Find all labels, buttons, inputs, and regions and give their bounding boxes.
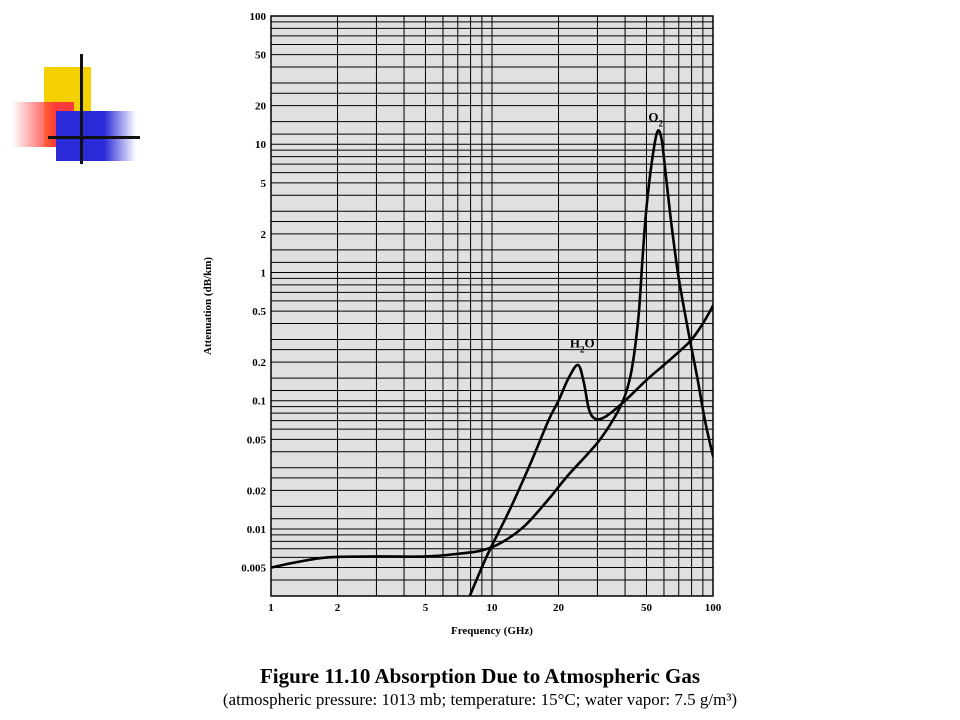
y-tick-label: 10 <box>255 139 267 151</box>
y-tick-label: 50 <box>255 50 267 62</box>
x-axis-label: Frequency (GHz) <box>451 625 533 637</box>
series-label-h2o: H2O <box>570 335 595 354</box>
decor-vertical-line <box>80 54 83 164</box>
y-tick-label: 0.01 <box>247 524 266 536</box>
x-tick-label: 100 <box>705 602 722 614</box>
x-tick-label: 5 <box>423 602 429 614</box>
y-axis-label: Attenuation (dB/km) <box>202 257 214 355</box>
decor-horizontal-line <box>48 136 140 139</box>
x-tick-label: 20 <box>553 602 565 614</box>
x-tick-label: 50 <box>641 602 653 614</box>
series-line-h2o <box>468 304 713 596</box>
y-tick-label: 0.1 <box>252 396 266 408</box>
attenuation-chart: 1 2 5 10 20 50 100 0.005 0.01 0.02 0.05 0.1 0.2 0.5 1… <box>202 11 722 637</box>
series-group <box>271 129 713 596</box>
y-tick-label: 0.005 <box>241 563 266 575</box>
series-line-o2 <box>271 129 713 569</box>
figure-title: Figure 11.10 Absorption Due to Atmospher… <box>259 664 701 688</box>
y-tick-label: 0.2 <box>252 357 266 369</box>
y-tick-label: 0.02 <box>247 485 267 497</box>
x-tick-labels: 1 2 5 10 20 50 100 <box>268 602 722 614</box>
x-tick-label: 10 <box>487 602 499 614</box>
horizontal-grid <box>271 15 713 597</box>
y-tick-label: 1 <box>261 267 267 279</box>
y-tick-label: 5 <box>261 178 267 190</box>
y-tick-label: 0.5 <box>252 306 266 318</box>
figure-caption: (atmospheric pressure: 1013 mb; temperat… <box>222 690 738 709</box>
x-tick-label: 2 <box>335 602 341 614</box>
y-tick-label: 100 <box>250 11 267 23</box>
y-tick-labels: 0.005 0.01 0.02 0.05 0.1 0.2 0.5 1 2 5 10 20 50 100 <box>241 11 266 575</box>
y-tick-label: 0.05 <box>247 434 267 446</box>
y-tick-label: 20 <box>255 101 267 113</box>
y-tick-label: 2 <box>261 229 267 241</box>
x-tick-label: 1 <box>268 602 274 614</box>
